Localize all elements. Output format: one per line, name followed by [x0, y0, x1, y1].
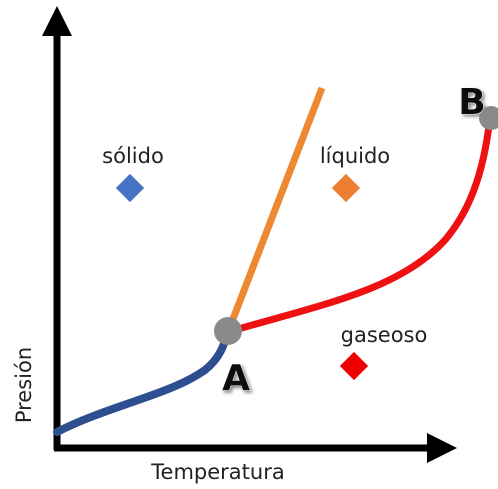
- x-axis-label: Temperatura: [150, 460, 284, 484]
- solid-marker: [115, 173, 145, 203]
- region-label: sólido: [102, 144, 164, 168]
- critical-point: [479, 106, 498, 130]
- solid-liquid-curve: [224, 86, 326, 334]
- region-label: líquido: [320, 144, 390, 168]
- solid-gas-curve: [53, 328, 232, 436]
- x-axis-arrow: [427, 433, 457, 463]
- point-label: B: [458, 82, 485, 123]
- y-axis-label: Presión: [12, 347, 36, 423]
- y-axis-arrow: [42, 6, 72, 36]
- triple-point: [214, 317, 242, 345]
- region-label: gaseoso: [341, 323, 428, 347]
- liquid-gas-curve: [227, 117, 494, 336]
- liquid-marker: [331, 173, 361, 203]
- point-label: A: [222, 358, 250, 399]
- gas-marker: [339, 351, 369, 381]
